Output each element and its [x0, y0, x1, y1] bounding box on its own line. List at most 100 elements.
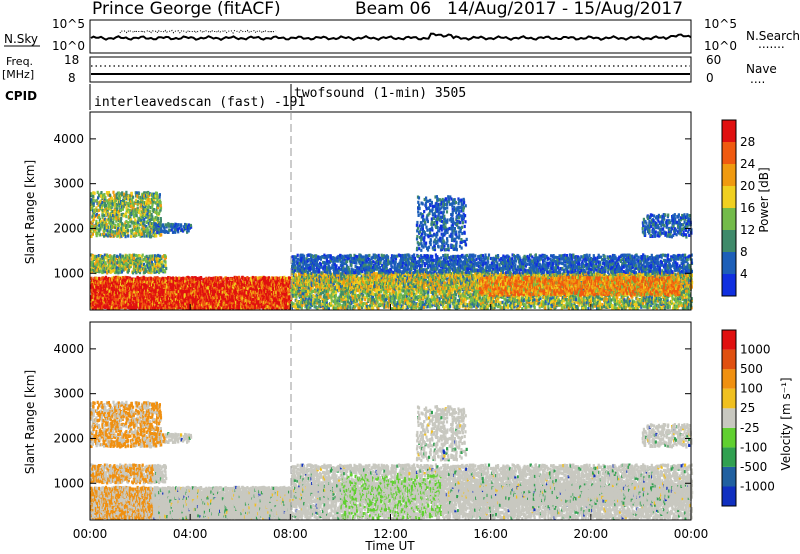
power-cell-4798	[127, 234, 129, 237]
power-cell-4819	[129, 209, 131, 212]
power-cell-4311	[154, 254, 156, 257]
power-cell-4892	[135, 191, 137, 194]
power-cell-4524	[103, 193, 105, 196]
power-cell-2997	[288, 276, 290, 279]
power-cell-4690	[117, 223, 119, 226]
power-cell-4393	[91, 225, 93, 228]
power-cell-4190	[133, 254, 135, 257]
power-cell-4534	[104, 196, 106, 199]
power-cell-4413	[92, 195, 94, 198]
freq-panel: Freq. [MHz] 18 8 60 0 Nave ....	[2, 53, 777, 86]
nsky-tick-top: 10^5	[52, 17, 85, 31]
nave-key: ....	[750, 72, 765, 86]
power-cell-4376	[164, 255, 166, 258]
power-cell-2621	[264, 276, 266, 279]
freq-unit: [MHz]	[2, 68, 34, 81]
nsearch-tick-top: 10^5	[704, 17, 737, 31]
freq-tick-top: 18	[64, 53, 79, 67]
power-cell-4844	[131, 192, 133, 195]
station-title: Prince George (fitACF)	[92, 0, 281, 19]
power-cell-1681	[200, 277, 202, 280]
power-cell-4088	[117, 271, 119, 274]
power-cell-4252	[145, 268, 147, 271]
cpid-label: CPID	[5, 89, 37, 103]
power-cell-4547	[106, 219, 108, 222]
power-cell-4837	[131, 220, 133, 223]
power-cell-4917	[138, 192, 140, 195]
power-cell-4189	[133, 257, 135, 260]
nsearch-noise-line	[120, 31, 276, 34]
power-cell-4373	[165, 264, 167, 267]
nsky-label: N.Sky	[4, 32, 38, 46]
freq-frame	[90, 57, 691, 82]
freq-label: Freq.	[6, 55, 33, 68]
power-cell-4621	[111, 197, 113, 200]
nave-tick-bottom: 0	[706, 71, 714, 85]
power-cell-4909	[137, 200, 139, 203]
rti-plot: Prince George (fitACF) Beam 06 14/Aug/20…	[0, 0, 800, 554]
power-cell-4597	[109, 194, 111, 197]
power-cell-4357	[161, 260, 163, 263]
power-cell-4374	[164, 261, 166, 264]
power-cell-4614	[111, 225, 113, 228]
date-range: 14/Aug/2017 - 15/Aug/2017	[447, 0, 683, 19]
nsearch-key: .......	[758, 37, 785, 51]
power-cell-4469	[98, 216, 100, 219]
power-cell-4727	[120, 209, 122, 212]
power-cell-4556	[106, 229, 108, 232]
nsky-tick-bottom: 10^0	[52, 39, 85, 53]
nsky-panel: N.Sky 10^5 10^0 10^5 10^0 N.Search .....…	[4, 17, 800, 53]
power-cell-4919	[139, 229, 141, 232]
power-cell-3911	[252, 305, 254, 308]
power-cell-2732	[272, 306, 274, 309]
power-cell-4225	[138, 254, 140, 257]
power-cell-4423	[93, 199, 95, 202]
power-cell-4787	[125, 191, 127, 194]
power-cell-4424	[94, 192, 96, 195]
power-cell-4616	[111, 210, 113, 213]
power-cell-4770	[125, 235, 127, 238]
cpid-mode-interleaved: interleavedscan (fast) -191	[94, 95, 305, 110]
power-cell-4087	[116, 255, 118, 258]
cpid-mode-twofsound: twofsound (1-min) 3505	[294, 86, 466, 101]
power-cell-3914	[252, 298, 254, 301]
nsky-trace	[91, 31, 691, 40]
power-cell-4456	[97, 191, 99, 194]
power-cell-4542	[105, 204, 107, 207]
power-cell-4390	[90, 192, 92, 195]
power-cell-1970	[220, 276, 222, 279]
power-cell-4726	[120, 217, 122, 220]
power-cell-4781	[125, 215, 127, 218]
power-cell-1000	[156, 285, 158, 288]
power-cell-3970	[98, 257, 100, 260]
power-cell-4074	[113, 254, 115, 257]
power-cell-4490	[100, 191, 102, 194]
power-scatter	[90, 191, 693, 311]
power-cell-4924	[139, 209, 141, 212]
power-cell-4702	[118, 213, 120, 216]
power-cell-4629	[112, 191, 114, 194]
power-cell-4814	[129, 225, 131, 228]
nsearch-tick-bottom: 10^0	[704, 39, 737, 53]
nave-tick-top: 60	[706, 53, 721, 67]
power-cell-4625	[112, 221, 114, 224]
power-cell-4825	[130, 235, 132, 238]
power-cell-4887	[136, 214, 138, 217]
power-cell-4851	[132, 196, 134, 199]
power-cell-4403	[92, 233, 94, 236]
power-cell-4876	[134, 219, 136, 222]
power-cell-4367	[164, 270, 166, 273]
nsky-noise-line	[91, 34, 691, 40]
beam-label: Beam 06	[355, 0, 431, 19]
power-cell-3101	[161, 290, 163, 293]
power-cell-3917	[252, 291, 254, 294]
freq-tick-bottom: 8	[68, 71, 76, 85]
power-cell-4546	[106, 223, 108, 226]
power-cell-4802	[127, 221, 129, 224]
power-cell-4742	[121, 191, 123, 194]
power-cell-4799	[127, 229, 129, 232]
power-cell-591	[130, 303, 132, 306]
cpid-row: CPID interleavedscan (fast) -191 twofsou…	[5, 84, 466, 110]
power-cell-4372	[165, 267, 167, 270]
